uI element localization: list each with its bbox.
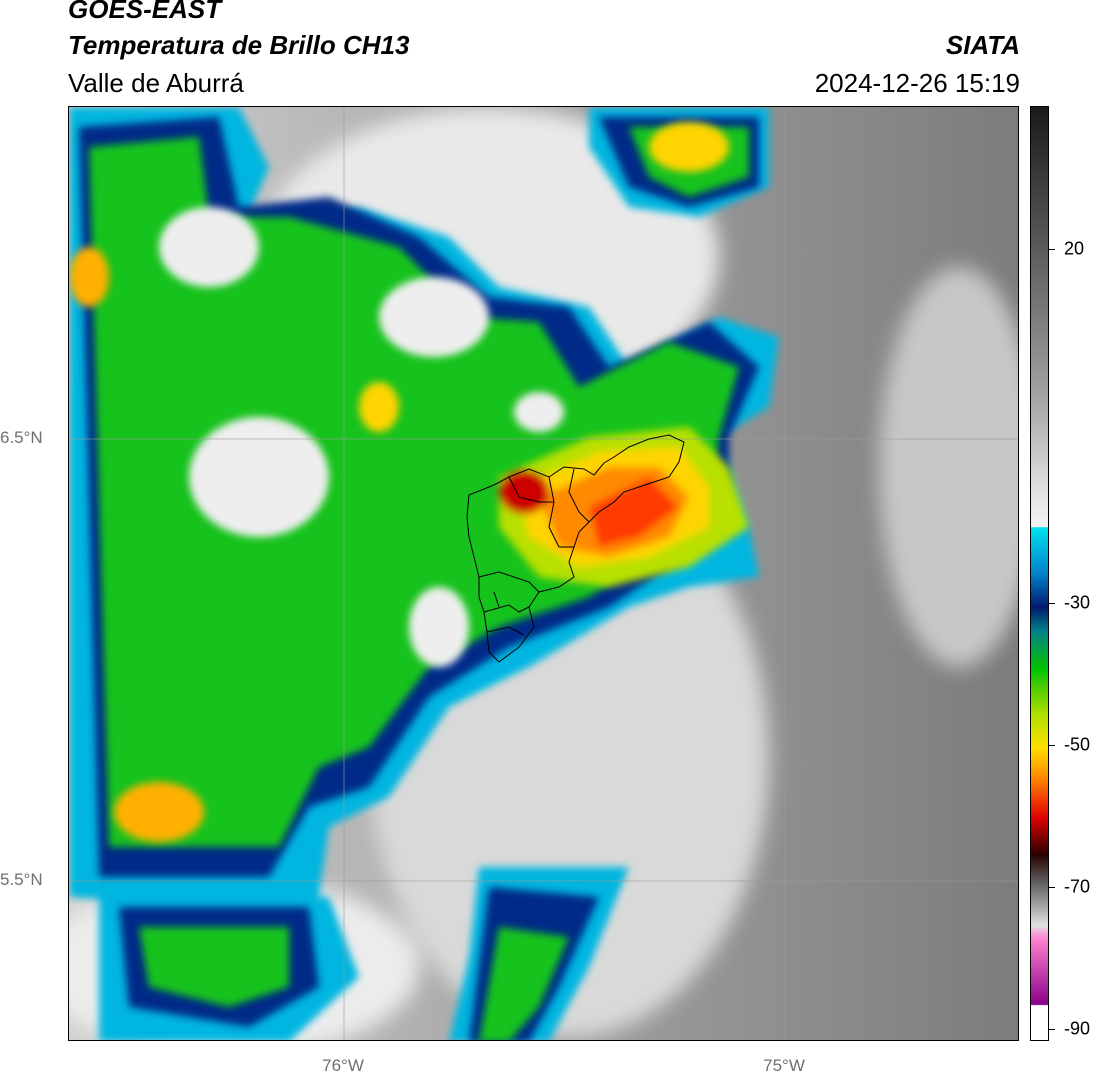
colorbar-label-minus30: -30: [1064, 592, 1091, 613]
colorbar-tick: [1049, 603, 1055, 604]
region-subtitle: Valle de Aburrá: [68, 68, 244, 98]
lon-label-75: 75°W: [763, 1056, 805, 1075]
colorbar: [1030, 106, 1049, 1041]
lat-label-6-5: 6.5°N: [0, 428, 43, 447]
colorbar-label-minus50: -50: [1064, 734, 1091, 755]
colorbar-tick: [1049, 249, 1055, 250]
colorbar-tick: [1049, 1029, 1055, 1030]
satellite-title: GOES-EAST: [68, 0, 222, 24]
product-title: Temperatura de Brillo CH13: [68, 30, 410, 60]
colorbar-label-20: 20: [1064, 238, 1085, 259]
map-canvas: [69, 107, 1018, 1040]
colorbar-gradient: [1031, 107, 1048, 1040]
lat-label-5-5: 5.5°N: [0, 870, 43, 889]
lon-label-76: 76°W: [322, 1056, 364, 1075]
colorbar-tick: [1049, 887, 1055, 888]
municipal-boundaries: [466, 434, 685, 663]
cloud-clear-holes: [159, 207, 564, 667]
colorbar-label-minus70: -70: [1064, 876, 1091, 897]
agency-label: SIATA: [945, 30, 1020, 60]
map-gridlines: [69, 107, 1018, 1040]
satellite-map[interactable]: [68, 106, 1019, 1041]
colorbar-label-minus90: -90: [1064, 1018, 1091, 1039]
datetime-label: 2024-12-26 15:19: [814, 68, 1020, 98]
colorbar-tick: [1049, 745, 1055, 746]
